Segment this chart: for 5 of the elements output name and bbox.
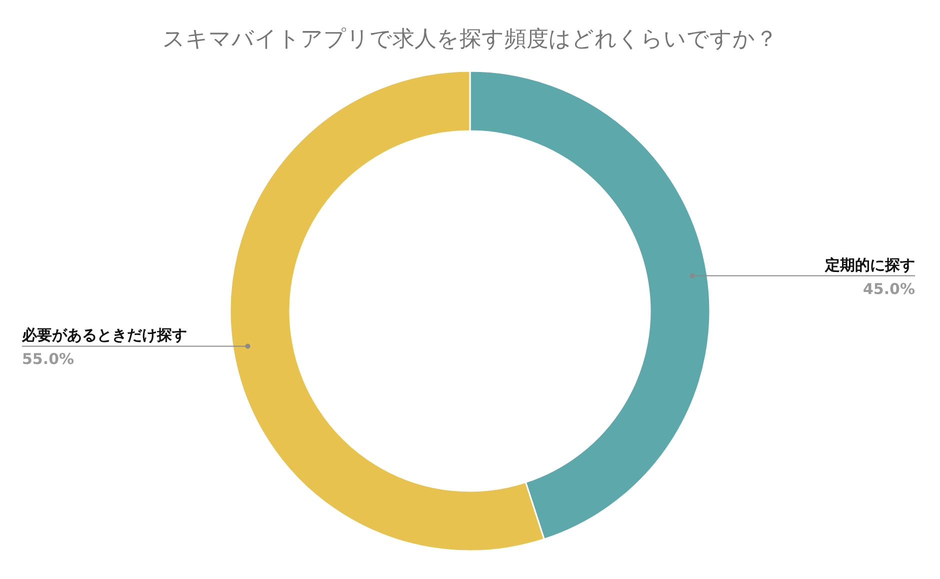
slice-label: 定期的に探す [824,256,915,274]
data-label: 55.0% [22,350,74,368]
slice-label: 必要があるときだけ探す [21,326,187,344]
chart-title: スキマバイトアプリで求人を探す頻度はどれくらいですか？ [162,27,778,52]
data-label: 45.0% [862,280,915,298]
